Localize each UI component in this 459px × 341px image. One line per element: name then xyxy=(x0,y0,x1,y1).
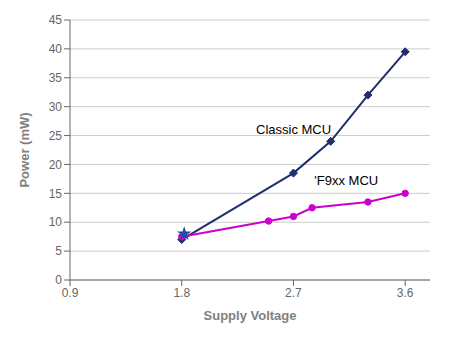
svg-text:45: 45 xyxy=(49,13,63,27)
svg-text:1.8: 1.8 xyxy=(173,286,190,300)
svg-text:'F9xx MCU: 'F9xx MCU xyxy=(314,173,378,188)
svg-text:Power (mW): Power (mW) xyxy=(17,112,32,187)
svg-text:0: 0 xyxy=(55,273,62,287)
svg-text:2.7: 2.7 xyxy=(285,286,302,300)
svg-text:35: 35 xyxy=(49,71,63,85)
svg-text:25: 25 xyxy=(49,129,63,143)
svg-text:40: 40 xyxy=(49,42,63,56)
svg-text:Classic MCU: Classic MCU xyxy=(256,122,331,137)
svg-text:20: 20 xyxy=(49,158,63,172)
svg-text:10: 10 xyxy=(49,215,63,229)
svg-text:15: 15 xyxy=(49,187,63,201)
svg-text:Supply Voltage: Supply Voltage xyxy=(204,308,297,323)
svg-text:30: 30 xyxy=(49,100,63,114)
svg-text:0.9: 0.9 xyxy=(62,286,79,300)
svg-text:5: 5 xyxy=(55,244,62,258)
svg-text:3.6: 3.6 xyxy=(397,286,414,300)
